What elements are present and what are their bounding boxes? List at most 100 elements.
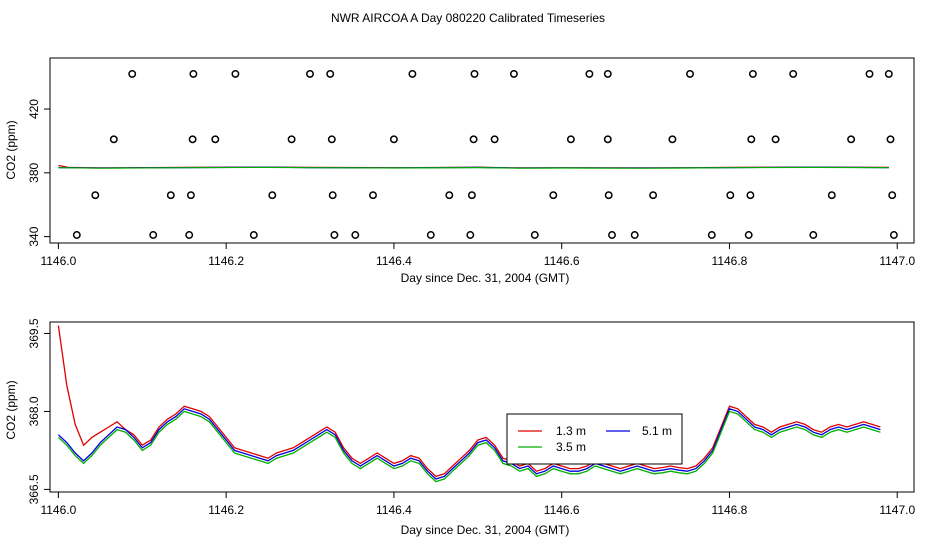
top-scatter-point	[408, 69, 417, 78]
top-scatter-point	[149, 231, 158, 239]
top-scatter-point	[426, 231, 435, 239]
top-panel: 1146.0 1146.2 1146.4 1146.6 1146.8 1147.0 340…	[4, 57, 915, 285]
top-scatter-point	[707, 231, 716, 239]
top-scatter-point	[327, 135, 336, 144]
top-scatter-point	[470, 69, 479, 78]
top-scatter-point	[91, 191, 100, 200]
top-scatter-point	[549, 191, 558, 200]
top-scatter-point	[469, 135, 478, 144]
top-scatter-point	[744, 231, 753, 239]
top-scatter-point	[603, 69, 612, 78]
top-y-axis: 340 380 420	[27, 99, 51, 247]
top-scatter-point	[604, 191, 613, 200]
top-plot-area	[58, 69, 898, 239]
top-scatter-point	[585, 69, 594, 78]
top-scatter-point	[686, 69, 694, 78]
top-scatter-point	[72, 231, 81, 239]
top-plot-frame	[49, 57, 915, 244]
legend-box	[506, 413, 683, 465]
top-scatter-point	[185, 231, 194, 239]
top-scatter-point	[726, 191, 735, 200]
bottom-x-axis: 1146.0 1146.2 1146.4 1146.6 1146.8 1147.0	[40, 491, 915, 517]
top-scatter-point	[789, 69, 798, 78]
bottom-y-tick-label: 369.5	[27, 318, 41, 348]
top-scatter-point	[888, 191, 897, 200]
legend-label-2: 5.1 m	[642, 424, 672, 438]
top-y-tick-label: 380	[27, 162, 41, 182]
top-scatter-point	[889, 231, 898, 239]
figure-title: NWR AIRCOA A Day 080220 Calibrated Times…	[331, 11, 605, 25]
top-scatter-point	[389, 135, 398, 144]
top-scatter-point	[509, 69, 518, 78]
top-scatter-point	[351, 231, 360, 239]
top-scatter-point	[809, 231, 818, 239]
bottom-plot-frame	[49, 321, 915, 493]
top-scatter-point	[865, 69, 874, 78]
top-scatter-point	[649, 191, 658, 200]
top-x-axis: 1146.0 1146.2 1146.4 1146.6 1146.8 1147.0	[40, 242, 915, 268]
top-x-tick-label: 1146.2	[208, 254, 244, 268]
top-scatter-point	[306, 69, 314, 78]
top-scatter-point	[249, 231, 258, 239]
top-scatter-point	[211, 135, 220, 144]
bottom-panel: 1146.0 1146.2 1146.4 1146.6 1146.8 1147.0 366…	[4, 318, 915, 537]
top-scatter-point	[128, 69, 137, 78]
top-scatter-point	[490, 135, 499, 144]
top-scatter-point	[287, 135, 296, 144]
top-scatter-point	[189, 69, 198, 78]
top-scatter-point	[369, 191, 377, 200]
top-y-axis-label: CO2 (ppm)	[4, 120, 18, 179]
top-series-line-green	[58, 166, 889, 169]
top-x-tick-label: 1146.8	[712, 254, 748, 268]
top-scatter-point	[330, 231, 339, 239]
top-x-tick-label: 1146.4	[376, 254, 412, 268]
top-scatter-point	[231, 69, 240, 78]
top-scatter-point	[466, 231, 475, 239]
top-scatter-point	[530, 231, 539, 239]
legend-label-1: 1.3 m	[556, 424, 586, 438]
bottom-x-tick-label: 1146.6	[544, 503, 580, 517]
bottom-y-tick-label: 368.0	[27, 396, 41, 426]
bottom-x-tick-label: 1146.4	[376, 503, 412, 517]
bottom-x-tick-label: 1146.2	[208, 503, 244, 517]
bottom-x-tick-label: 1146.0	[40, 503, 76, 517]
bottom-y-axis: 366.5 368.0 369.5	[27, 318, 51, 504]
top-scatter-point	[747, 135, 756, 144]
bottom-series-line-green	[57, 410, 881, 483]
bottom-plot-area	[57, 325, 881, 483]
top-scatter-point	[886, 135, 895, 144]
top-scatter-point	[603, 135, 612, 144]
top-scatter-point	[268, 191, 277, 200]
top-scatter-point	[847, 135, 856, 144]
top-scatter-point	[771, 135, 780, 144]
bottom-y-tick-label: 366.5	[27, 474, 41, 504]
top-scatter-point	[746, 191, 755, 200]
top-scatter-point	[109, 135, 118, 144]
top-scatter-point	[630, 231, 639, 239]
top-scatter-point	[445, 191, 454, 200]
top-y-tick-label: 420	[27, 99, 41, 119]
top-scatter-point	[186, 191, 195, 200]
top-x-tick-label: 1146.0	[40, 254, 76, 268]
top-scatter-point	[566, 135, 575, 144]
top-scatter-point	[884, 69, 893, 78]
top-scatter-point	[166, 191, 175, 200]
top-scatter-point	[608, 231, 616, 239]
top-x-tick-label: 1147.0	[879, 254, 915, 268]
top-x-tick-label: 1146.6	[544, 254, 580, 268]
top-scatter-point	[188, 135, 197, 144]
top-scatter-point	[827, 191, 836, 200]
top-scatter-point	[668, 135, 677, 144]
legend-label-3: 3.5 m	[556, 440, 586, 454]
top-scatter-point	[328, 191, 337, 200]
top-x-axis-label: Day since Dec. 31, 2004 (GMT)	[401, 271, 570, 285]
top-scatter-point	[467, 191, 476, 200]
top-scatter-point	[326, 69, 335, 78]
bottom-series-line-blue	[57, 408, 881, 480]
bottom-series-line-red	[57, 325, 881, 478]
bottom-x-axis-label: Day since Dec. 31, 2004 (GMT)	[401, 523, 570, 537]
top-scatter-point	[748, 69, 757, 78]
bottom-x-tick-label: 1146.8	[712, 503, 748, 517]
bottom-y-axis-label: CO2 (ppm)	[4, 380, 18, 439]
